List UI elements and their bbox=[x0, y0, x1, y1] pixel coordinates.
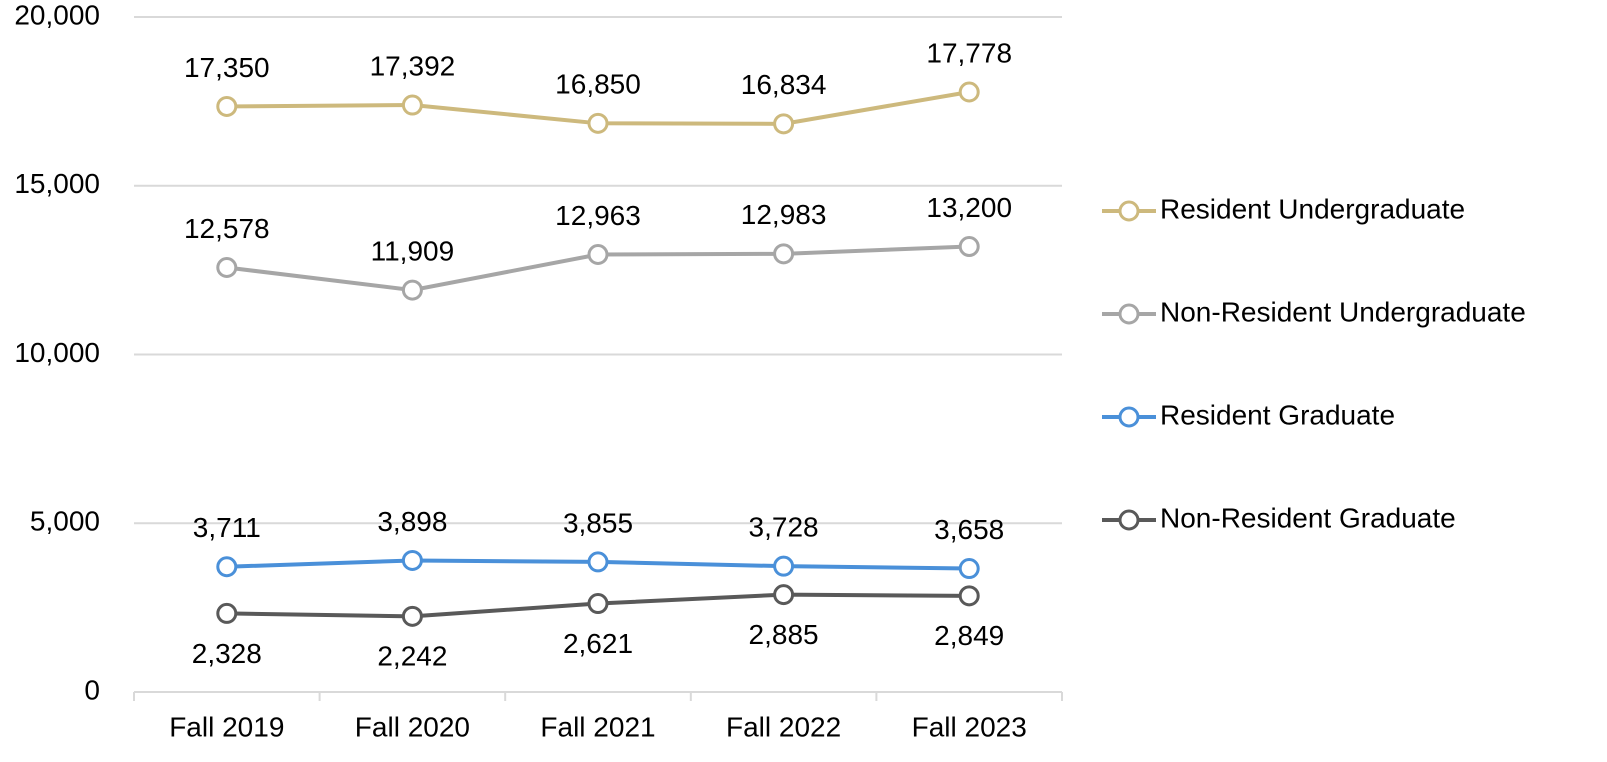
marker bbox=[958, 81, 980, 103]
marker bbox=[958, 585, 980, 607]
marker bbox=[216, 556, 238, 578]
data-label: 12,963 bbox=[555, 200, 641, 231]
x-tick-label: Fall 2023 bbox=[912, 711, 1027, 742]
legend-marker bbox=[1118, 509, 1140, 531]
data-label: 2,328 bbox=[192, 638, 262, 669]
data-label: 17,392 bbox=[370, 50, 456, 81]
data-label: 17,778 bbox=[926, 37, 1012, 68]
data-label: 2,242 bbox=[377, 641, 447, 672]
legend-label: Non-Resident Graduate bbox=[1160, 502, 1456, 533]
marker bbox=[587, 551, 609, 573]
data-label: 3,728 bbox=[749, 512, 819, 543]
data-label: 3,855 bbox=[563, 507, 633, 538]
marker bbox=[216, 256, 238, 278]
data-label: 2,885 bbox=[749, 619, 819, 650]
data-label: 2,621 bbox=[563, 628, 633, 659]
marker bbox=[401, 605, 423, 627]
marker bbox=[958, 558, 980, 580]
marker bbox=[773, 113, 795, 135]
y-tick-label: 20,000 bbox=[14, 0, 100, 30]
data-label: 3,658 bbox=[934, 514, 1004, 545]
data-label: 3,711 bbox=[193, 512, 261, 543]
data-label: 16,834 bbox=[741, 69, 827, 100]
marker bbox=[401, 279, 423, 301]
data-label: 16,850 bbox=[555, 69, 641, 100]
marker bbox=[216, 602, 238, 624]
marker bbox=[587, 593, 609, 615]
data-label: 12,983 bbox=[741, 199, 827, 230]
data-label: 17,350 bbox=[184, 52, 270, 83]
marker bbox=[401, 549, 423, 571]
legend-marker bbox=[1118, 200, 1140, 222]
data-label: 3,898 bbox=[377, 506, 447, 537]
data-label: 11,909 bbox=[371, 235, 455, 266]
marker bbox=[401, 94, 423, 116]
data-label: 13,200 bbox=[926, 192, 1012, 223]
y-tick-label: 0 bbox=[84, 674, 100, 705]
x-tick-label: Fall 2022 bbox=[726, 711, 841, 742]
legend-label: Resident Undergraduate bbox=[1160, 193, 1465, 224]
marker bbox=[773, 584, 795, 606]
data-label: 2,849 bbox=[934, 620, 1004, 651]
marker bbox=[958, 236, 980, 257]
legend-marker bbox=[1118, 303, 1140, 325]
y-tick-label: 10,000 bbox=[14, 337, 100, 368]
data-label: 12,578 bbox=[184, 213, 270, 244]
legend-marker bbox=[1118, 406, 1140, 428]
x-tick-label: Fall 2021 bbox=[540, 711, 655, 742]
legend-label: Non-Resident Undergraduate bbox=[1160, 296, 1526, 327]
legend-label: Resident Graduate bbox=[1160, 399, 1395, 430]
marker bbox=[773, 243, 795, 265]
marker bbox=[587, 112, 609, 134]
marker bbox=[587, 243, 609, 265]
y-tick-label: 15,000 bbox=[14, 168, 100, 199]
x-tick-label: Fall 2019 bbox=[169, 711, 284, 742]
marker bbox=[773, 555, 795, 577]
marker bbox=[216, 95, 238, 117]
y-tick-label: 5,000 bbox=[30, 506, 100, 537]
x-tick-label: Fall 2020 bbox=[355, 711, 470, 742]
